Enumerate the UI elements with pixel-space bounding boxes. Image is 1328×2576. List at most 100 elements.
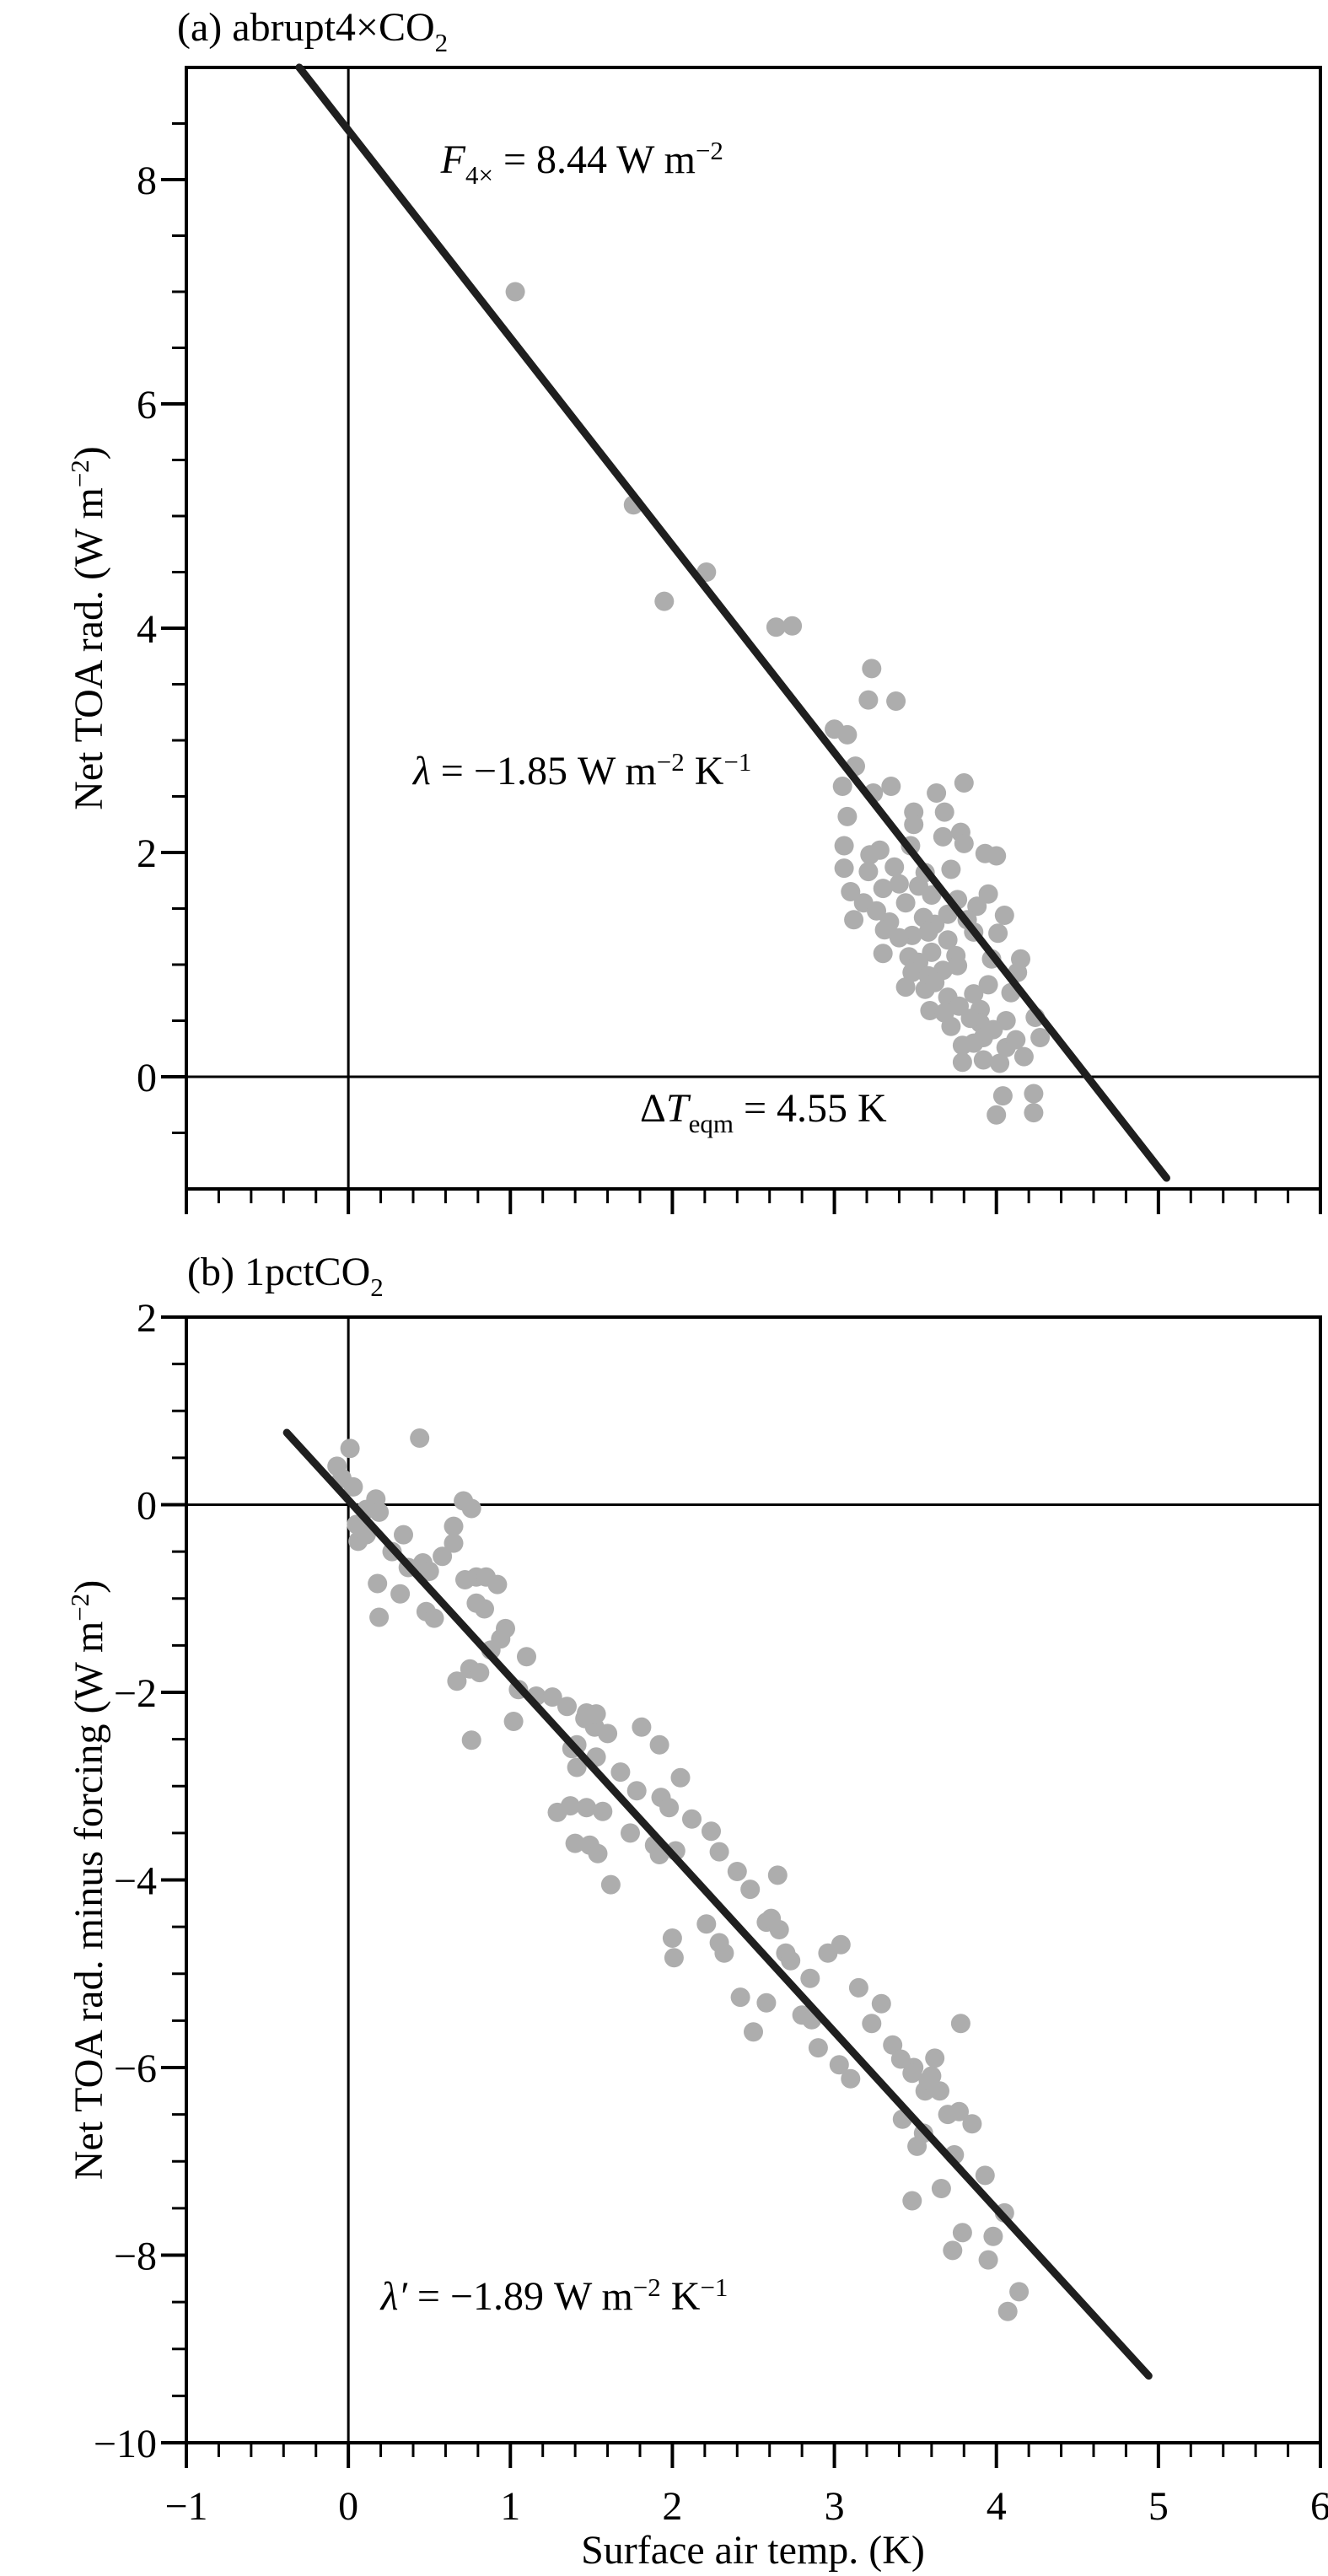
x-tick-label: 2 [662,2484,682,2529]
data-point [997,2301,1018,2321]
data-point [447,1671,467,1691]
data-point [938,930,958,950]
data-point [696,1914,717,1934]
x-tick-label: 1 [500,2484,520,2529]
data-point [470,1663,490,1683]
data-point [883,2035,903,2055]
data-point [410,1428,430,1448]
data-point [1024,1084,1044,1104]
data-point [962,2114,982,2134]
y-tick-label: −10 [94,2422,157,2466]
y-tick-label: −2 [114,1671,157,1716]
data-point [769,1920,789,1939]
data-point [895,893,916,913]
data-point [949,996,969,1016]
data-point [927,783,947,803]
y-tick-label: 2 [137,831,157,876]
data-point [904,815,924,835]
data-point [800,1968,820,1988]
data-point [902,962,922,982]
data-point [967,896,987,917]
data-point [390,1584,411,1604]
x-tick-label: −1 [164,2484,207,2529]
annotation: F4× = 8.44 W m−2 [440,136,723,190]
data-point [922,885,942,905]
data-point [869,840,890,860]
x-axis-title: Surface air temp. (K) [581,2528,925,2573]
data-point [902,2191,922,2211]
data-point [933,826,953,847]
data-point [560,1796,580,1816]
panel-a-scatter [505,282,1051,1125]
panel-a-reference-lines [186,67,1320,1189]
data-point [461,1498,481,1519]
panel-b-annotations: λ′ = −1.89 W m−2 K−1 [379,2272,729,2319]
data-point [1013,1046,1034,1067]
data-point [988,923,1008,944]
data-point [858,690,879,710]
data-point [834,858,854,879]
data-point [682,1809,702,1829]
data-point [586,1704,606,1724]
data-point [943,2240,963,2261]
y-tick-label: 4 [137,607,157,652]
data-point [948,955,968,976]
y-tick-label: 0 [137,1056,157,1100]
data-point [1030,1028,1051,1047]
data-point [841,2068,861,2089]
data-point [654,591,675,611]
data-point [343,1476,363,1497]
data-point [978,975,998,995]
data-point [444,1533,464,1553]
data-point [727,1862,747,1881]
data-point [954,773,974,793]
data-point [610,1762,631,1783]
data-point [632,1717,652,1737]
data-point [978,2250,998,2270]
data-point [557,1697,577,1717]
data-point [369,1607,390,1627]
data-point [975,2165,995,2186]
data-point [848,1977,868,1998]
data-point [782,616,803,636]
data-point [873,944,893,964]
panel-b-x-ticks [185,2443,1322,2468]
data-point [994,906,1014,925]
panel-b-y-ticks [161,1315,186,2444]
y-tick-label: 2 [137,1296,157,1341]
data-point [837,806,858,826]
data-point [709,1842,729,1862]
x-tick-label: 0 [338,2484,358,2529]
data-point [1009,2282,1030,2302]
data-point [433,1546,453,1567]
data-point [664,1948,684,1968]
data-point [831,1934,851,1955]
data-point [730,1987,750,2008]
y-tick-label: 8 [137,159,157,203]
data-point [340,1439,360,1459]
data-point [542,1687,562,1707]
y-tick-label: 0 [137,1484,157,1529]
data-point [475,1599,494,1619]
data-point [886,691,906,711]
data-point [832,777,852,796]
data-point [941,859,961,879]
y-tick-label: 6 [137,383,157,428]
data-point [874,920,895,940]
panel-a-title: (a) abrupt4×CO2 [177,5,448,57]
data-point [766,617,786,637]
data-point [424,1608,444,1628]
data-point [714,1943,734,1963]
data-point [744,2022,763,2042]
data-point [862,2014,882,2034]
data-point [756,1993,777,2013]
data-point [983,2226,1003,2246]
data-point [394,1525,413,1545]
data-point [1024,1103,1044,1123]
data-point [952,1052,972,1073]
data-point [895,977,916,998]
data-point [600,1874,621,1895]
data-point [461,1730,481,1750]
data-point [503,1712,524,1731]
